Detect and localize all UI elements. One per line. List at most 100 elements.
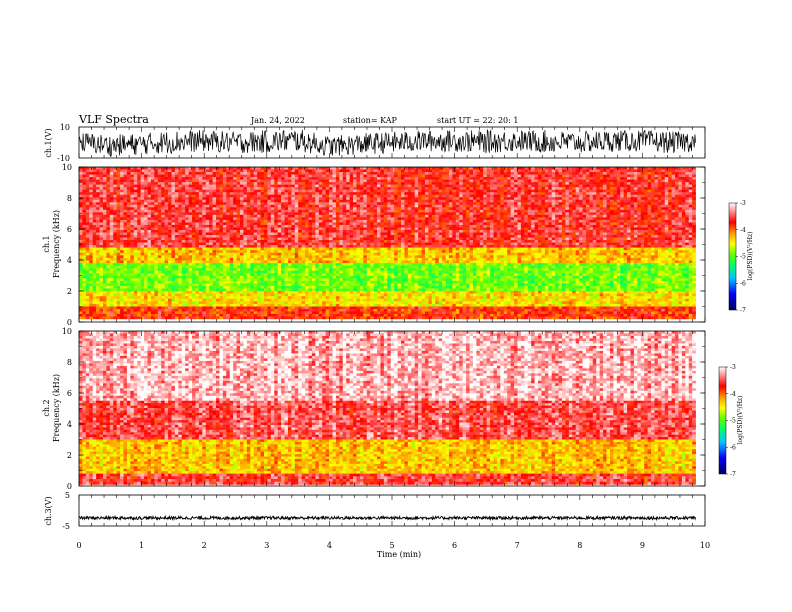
spectrogram-cell: [359, 214, 364, 218]
spectrogram-cell: [445, 194, 450, 198]
spectrogram-cell: [120, 232, 124, 236]
spectrogram-cell: [174, 235, 179, 238]
spectrogram-cell: [589, 209, 594, 213]
spectrogram-cell: [325, 192, 330, 196]
spectrogram-cell: [171, 202, 176, 206]
spectrogram-cell: [315, 189, 320, 193]
spectrogram-cell: [428, 240, 433, 243]
spectrogram-cell: [287, 242, 292, 246]
spectrogram-cell: [222, 174, 227, 178]
spectrogram-cell: [133, 167, 138, 170]
spectrogram-cell: [311, 177, 316, 180]
spectrogram-cell: [126, 212, 131, 216]
spectrogram-cell: [284, 194, 289, 198]
spectrogram-cell: [102, 174, 107, 178]
spectrogram-cell: [479, 169, 484, 173]
spectrogram-cell: [503, 232, 508, 236]
spectrogram-cell: [109, 245, 114, 248]
spectrogram-cell: [445, 224, 450, 228]
spectrogram-cell: [318, 197, 323, 201]
spectrogram-cell: [490, 194, 494, 198]
spectrogram-cell: [298, 240, 302, 243]
spectrogram-cell: [596, 214, 600, 218]
spectrogram-cell: [510, 184, 515, 188]
spectrogram-cell: [219, 214, 224, 218]
spectrogram-cell: [407, 217, 412, 221]
spectrogram-cell: [219, 235, 224, 238]
spectrogram-cell: [424, 245, 429, 248]
spectrogram-cell: [222, 199, 227, 203]
spectrogram-cell: [154, 224, 159, 228]
spectrogram-cell: [401, 182, 405, 185]
spectrogram-cell: [373, 235, 378, 238]
spectrogram-cell: [243, 182, 248, 185]
spectrogram-cell: [147, 207, 152, 211]
spectrogram-cell: [181, 235, 186, 238]
spectrogram-cell: [308, 172, 313, 175]
spectrogram-cell: [315, 169, 320, 173]
spectrogram-cell: [565, 237, 570, 241]
spectrogram-cell: [585, 212, 590, 216]
spectrogram-cell: [592, 222, 597, 226]
spectrogram-cell: [359, 167, 364, 170]
spectrogram-cell: [496, 172, 501, 175]
spectrogram-cell: [435, 197, 439, 201]
spectrogram-cell: [209, 214, 213, 218]
spectrogram-cell: [144, 167, 148, 170]
spectrogram-cell: [123, 199, 128, 203]
spectrogram-cell: [592, 197, 597, 201]
spectrogram-cell: [202, 187, 207, 190]
spectrogram-cell: [534, 184, 539, 188]
spectrogram-cell: [472, 199, 477, 203]
spectrogram-cell: [479, 214, 484, 218]
spectrogram-cell: [486, 232, 491, 236]
spectrogram-cell: [140, 199, 145, 203]
spectrogram-cell: [582, 232, 587, 236]
spectrogram-cell: [383, 177, 388, 180]
spectrogram-cell: [260, 229, 265, 233]
spectrogram-cell: [585, 194, 590, 198]
spectrogram-cell: [397, 209, 402, 213]
spectrogram-cell: [562, 204, 566, 208]
spectrogram-cell: [161, 240, 165, 243]
spectrogram-cell: [500, 224, 505, 228]
spectrogram-cell: [315, 232, 320, 236]
spectrogram-cell: [366, 219, 371, 223]
spectrogram-cell: [424, 237, 429, 241]
spectrogram-cell: [216, 204, 220, 208]
spectrogram-cell: [291, 242, 296, 246]
spectrogram-cell: [281, 189, 285, 193]
spectrogram-cell: [442, 204, 446, 208]
spectrogram-cell: [198, 204, 203, 208]
spectrogram-cell: [298, 204, 302, 208]
spectrogram-cell: [144, 224, 148, 228]
spectrogram-cell: [428, 222, 433, 226]
spectrogram-cell: [377, 202, 381, 206]
spectrogram-cell: [263, 207, 268, 211]
spectrogram-cell: [373, 174, 378, 178]
spectrogram-cell: [318, 189, 323, 193]
spectrogram-cell: [284, 214, 289, 218]
spectrogram-cell: [483, 240, 487, 243]
spectrogram-cell: [514, 214, 518, 218]
spectrogram-cell: [322, 227, 326, 231]
spectrogram-cell: [243, 237, 248, 241]
spectrogram-cell: [281, 222, 285, 226]
spectrogram-cell: [226, 232, 231, 236]
spectrogram-cell: [332, 207, 337, 211]
spectrogram-cell: [126, 182, 131, 185]
spectrogram-cell: [216, 174, 220, 178]
spectrogram-cell: [305, 232, 309, 236]
spectrogram-cell: [171, 242, 176, 246]
spectrogram-cell: [113, 197, 117, 201]
spectrogram-cell: [448, 237, 453, 241]
spectrogram-cell: [246, 219, 251, 223]
spectrogram-cell: [568, 189, 573, 193]
spectrogram-cell: [551, 224, 556, 228]
spectrogram-cell: [455, 172, 460, 175]
spectrogram-cell: [466, 227, 470, 231]
spectrogram-cell: [418, 227, 422, 231]
spectrogram-cell: [270, 177, 275, 180]
spectrogram-cell: [359, 204, 364, 208]
spectrogram-cell: [373, 207, 378, 211]
